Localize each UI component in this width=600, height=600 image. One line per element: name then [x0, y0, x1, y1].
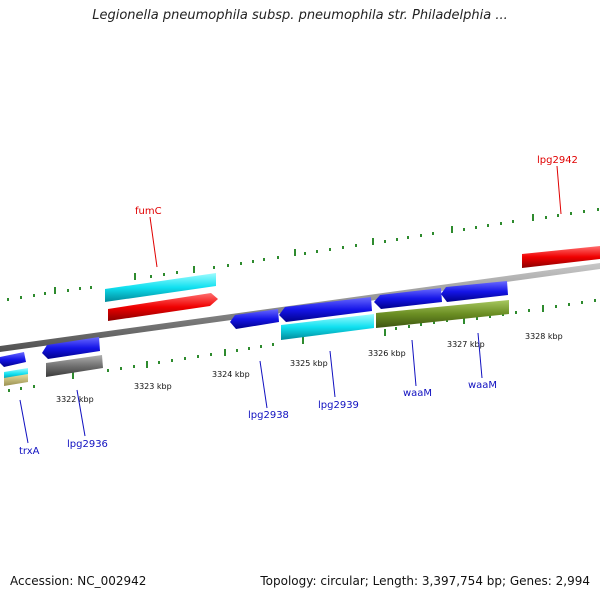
gene-label-lpg2938[interactable]: lpg2938 [248, 410, 289, 421]
gene-label-fumC[interactable]: fumC [135, 206, 162, 217]
map-title: Legionella pneumophila subsp. pneumophil… [92, 8, 508, 23]
lpg2942-leader [556, 165, 562, 215]
scale-label: 3326 kbp [368, 349, 406, 358]
outer-tick-row [7, 208, 599, 301]
lpg2938-leader [259, 360, 268, 409]
waaM-feature-olive[interactable] [376, 300, 509, 328]
trxA-feature-khaki[interactable] [4, 374, 28, 386]
lpg2939-feature-cyan[interactable] [281, 314, 374, 340]
lpg2936-feature-gray[interactable] [46, 355, 103, 377]
lpg2942-feature[interactable] [522, 246, 600, 268]
scale-label: 3328 kbp [525, 332, 563, 341]
lpg2939-feature[interactable] [279, 297, 372, 322]
topology-summary: Topology: circular; Length: 3,397,754 bp… [260, 574, 590, 588]
gene-label-waaM-1[interactable]: waaM [403, 388, 432, 399]
lpg2936-feature[interactable] [42, 337, 100, 359]
lpg2938-feature[interactable] [230, 309, 279, 329]
gene-label-waaM-2[interactable]: waaM [468, 380, 497, 391]
fumC-feature-red[interactable] [108, 293, 218, 321]
waaM-feature-2[interactable] [441, 281, 508, 302]
scale-label: 3324 kbp [212, 370, 250, 379]
trxA-leader [19, 399, 29, 444]
fumC-leader [149, 216, 158, 268]
gene-label-lpg2942[interactable]: lpg2942 [537, 155, 578, 166]
fumC-feature-cyan[interactable] [105, 273, 216, 302]
gene-label-trxA[interactable]: trxA [19, 446, 40, 457]
scale-label: 3322 kbp [56, 395, 94, 404]
feature-arrow-left-edge[interactable] [0, 352, 26, 367]
lpg2939-leader [329, 350, 336, 398]
scale-label: 3323 kbp [134, 382, 172, 391]
scale-label: 3327 kbp [447, 340, 485, 349]
accession-text: Accession: NC_002942 [10, 574, 147, 588]
scale-label: 3325 kbp [290, 359, 328, 368]
waaM-leader-1 [411, 339, 417, 387]
gene-label-lpg2936[interactable]: lpg2936 [67, 439, 108, 450]
gene-label-lpg2939[interactable]: lpg2939 [318, 400, 359, 411]
waaM-feature-1[interactable] [374, 288, 442, 309]
waaM-leader-2 [477, 332, 483, 379]
lpg2936-leader [76, 389, 86, 437]
